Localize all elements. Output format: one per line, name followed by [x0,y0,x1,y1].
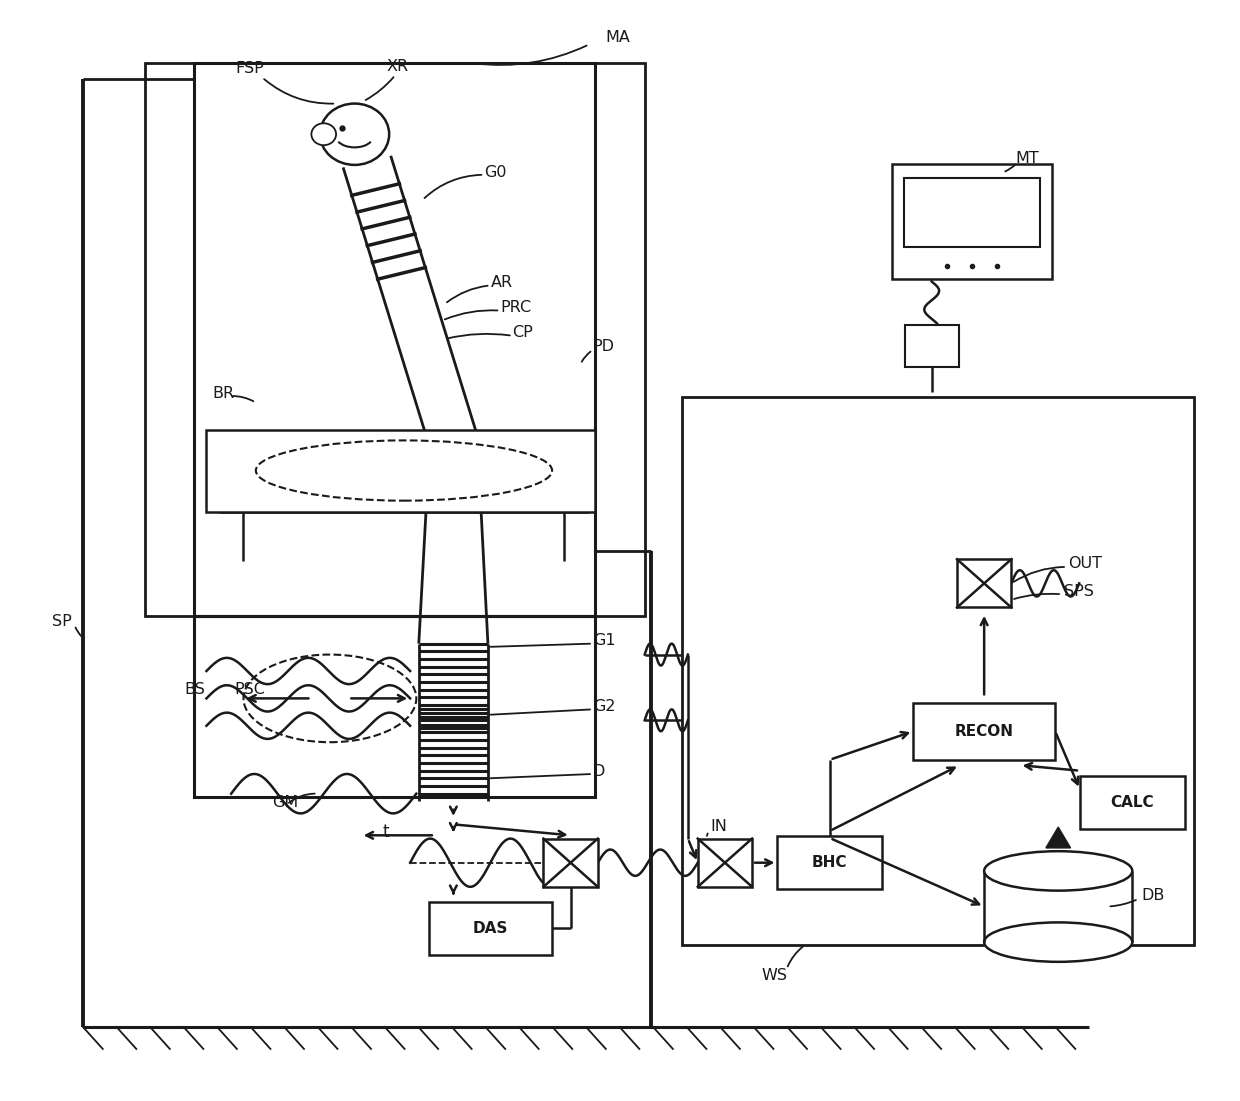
Text: G2: G2 [593,698,615,713]
Text: IN: IN [711,819,727,835]
Text: CALC: CALC [1111,795,1154,810]
Text: BR: BR [212,386,234,402]
Ellipse shape [985,923,1132,962]
Circle shape [320,103,389,165]
Text: OUT: OUT [1068,556,1102,571]
Text: G1: G1 [593,633,615,647]
Text: GM: GM [272,795,298,810]
Text: BS: BS [185,683,205,697]
Text: FSP: FSP [236,61,264,76]
Text: MA: MA [605,31,630,45]
FancyBboxPatch shape [429,902,552,955]
FancyBboxPatch shape [904,177,1039,247]
Text: AR: AR [490,274,512,290]
FancyBboxPatch shape [1080,776,1184,829]
Text: D: D [593,764,605,780]
FancyBboxPatch shape [543,839,598,886]
Text: PD: PD [593,339,615,355]
FancyBboxPatch shape [207,430,595,512]
Polygon shape [1045,827,1070,848]
Text: WS: WS [761,968,787,983]
FancyBboxPatch shape [913,702,1055,760]
Text: MT: MT [1016,151,1039,166]
Text: CP: CP [512,325,533,340]
Text: DAS: DAS [472,920,508,936]
Text: XR: XR [387,58,409,74]
Text: t: t [382,824,388,841]
Text: SP: SP [52,614,72,629]
Ellipse shape [985,851,1132,891]
Text: PRC: PRC [500,299,532,315]
FancyBboxPatch shape [904,326,959,367]
Text: G0: G0 [484,165,507,181]
Text: BHC: BHC [812,855,848,870]
Text: PSC: PSC [234,683,265,697]
FancyBboxPatch shape [957,559,1012,608]
Circle shape [311,123,336,145]
Text: DB: DB [1141,889,1164,903]
Text: SPS: SPS [1064,584,1094,599]
FancyBboxPatch shape [892,164,1052,280]
FancyBboxPatch shape [698,839,753,886]
Text: RECON: RECON [955,723,1013,739]
FancyBboxPatch shape [777,837,883,889]
